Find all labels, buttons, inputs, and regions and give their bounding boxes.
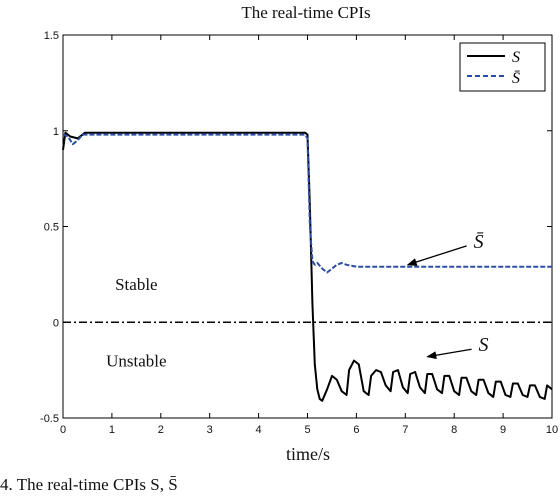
y-tick-label: 1 [53,126,59,138]
legend-label-s-bar: S̄ [512,70,520,87]
x-tick-label: 7 [402,424,408,436]
y-tick-label: 0 [53,317,59,329]
annotation-arrow [426,348,472,360]
x-tick-label: 3 [207,424,213,436]
y-tick-label: -0.5 [40,413,59,425]
annotation-arrow [406,245,467,266]
series-annotation-label: S̄ [474,231,484,253]
x-tick-label: 1 [109,424,115,436]
y-tick-label: 0.5 [44,222,59,234]
x-tick-label: 4 [256,424,262,436]
x-tick-label: 5 [304,424,310,436]
legend: S S̄ [459,42,546,92]
x-tick-label: 8 [451,424,457,436]
legend-box [459,42,546,92]
y-tick-label: 1.5 [44,30,59,42]
annotation-layer: Stable Unstable S̄ S [106,231,488,371]
plot-area [62,34,553,419]
x-tick-label: 6 [353,424,359,436]
figure-caption: 4. The real-time CPIs S, S̄ [0,475,178,494]
x-axis: 0 1 2 3 4 5 6 7 8 9 10 [60,35,558,436]
y-axis: -0.5 0 0.5 1 1.5 [40,30,552,425]
x-tick-label: 9 [500,424,506,436]
series-line-s-bar [62,133,552,274]
x-tick-label: 0 [60,424,66,436]
chart-title: The real-time CPIs [241,3,370,22]
x-tick-label: 10 [546,424,558,436]
region-annotation-label: Stable [115,275,158,294]
series-annotation-label: S [479,334,489,356]
region-annotation-label: Unstable [106,352,166,371]
x-tick-label: 2 [158,424,164,436]
series-layer [62,131,553,402]
legend-label-s: S [512,49,520,66]
x-axis-label: time/s [286,444,330,464]
plot-frame [62,34,553,419]
